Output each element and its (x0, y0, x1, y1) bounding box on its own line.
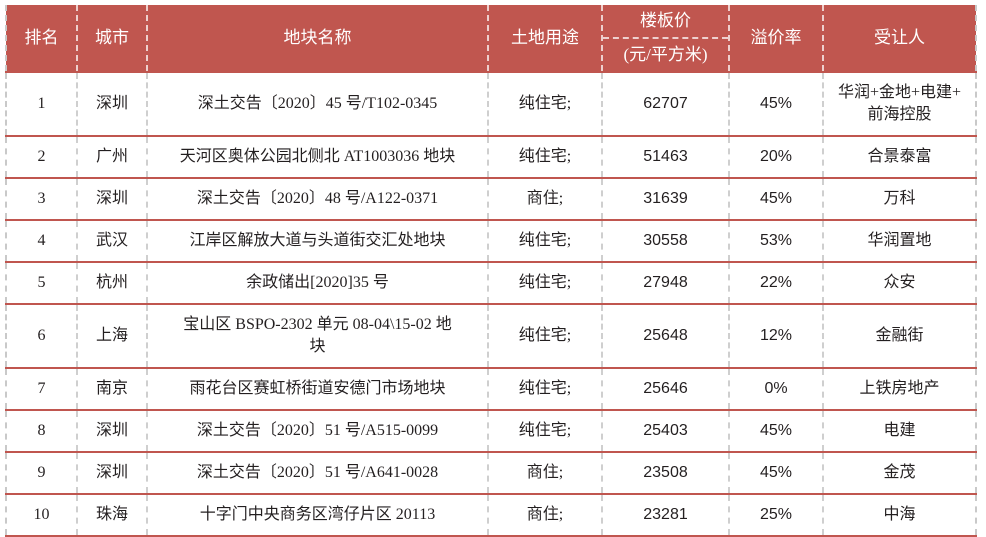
table-row: 7 南京 雨花台区赛虹桥街道安德门市场地块 纯住宅; 25646 0% 上铁房地产 (6, 367, 976, 410)
cell-premium-rate: 45% (728, 451, 824, 494)
table-row: 2 广州 天河区奥体公园北侧北 AT1003036 地块 纯住宅; 51463 20% 合景… (6, 135, 976, 178)
cell-floor-price: 30558 (601, 219, 730, 262)
cell-premium-rate: 45% (728, 177, 824, 220)
table-row: 8 深圳 深土交告〔2020〕51 号/A515-0099 纯住宅; 25403 45% 电… (6, 409, 976, 452)
cell-premium-rate: 45% (728, 409, 824, 452)
table-row: 6 上海 宝山区 BSPO-2302 单元 08-04\15-02 地 块纯住宅; 2… (6, 303, 976, 368)
cell-floor-price: 25646 (601, 367, 730, 410)
column-header-buyer: 受让人 (822, 5, 976, 72)
cell-premium-rate: 22% (728, 261, 824, 304)
cell-city: 珠海 (76, 493, 148, 537)
cell-parcel-name: 深土交告〔2020〕51 号/A515-0099 (146, 409, 489, 452)
cell-floor-price: 62707 (601, 71, 730, 136)
cell-land-use: 商住; (487, 177, 603, 220)
cell-buyer: 金茂 (822, 451, 976, 494)
cell-land-use: 商住; (487, 451, 603, 494)
column-header-floor-price-title: 楼板价 (603, 5, 728, 39)
column-header-premium-rate: 溢价率 (728, 5, 824, 72)
cell-floor-price: 25648 (601, 303, 730, 368)
cell-city: 南京 (76, 367, 148, 410)
cell-land-use: 纯住宅; (487, 135, 603, 178)
cell-land-use: 纯住宅; (487, 219, 603, 262)
cell-city: 深圳 (76, 409, 148, 452)
table-row: 4 武汉 江岸区解放大道与头道街交汇处地块 纯住宅; 30558 53% 华润置地 (6, 219, 976, 262)
cell-floor-price: 27948 (601, 261, 730, 304)
cell-buyer: 金融街 (822, 303, 976, 368)
cell-floor-price: 51463 (601, 135, 730, 178)
column-header-floor-price-unit: (元/平方米) (623, 45, 708, 65)
cell-floor-price: 25403 (601, 409, 730, 452)
table-header: 排名 城市 地块名称 土地用途 楼板价 (元/平方米) 溢价率 受让人 (6, 5, 976, 72)
cell-rank: 9 (6, 451, 78, 494)
table-row: 1 深圳 深土交告〔2020〕45 号/T102-0345 纯住宅; 62707 45% 华… (6, 71, 976, 136)
cell-floor-price: 31639 (601, 177, 730, 220)
cell-land-use: 商住; (487, 493, 603, 537)
cell-parcel-name: 深土交告〔2020〕45 号/T102-0345 (146, 71, 489, 136)
column-header-city: 城市 (76, 5, 148, 72)
cell-premium-rate: 12% (728, 303, 824, 368)
cell-buyer: 电建 (822, 409, 976, 452)
cell-floor-price: 23281 (601, 493, 730, 537)
cell-city: 深圳 (76, 451, 148, 494)
cell-parcel-name: 十字门中央商务区湾仔片区 20113 (146, 493, 489, 537)
cell-rank: 7 (6, 367, 78, 410)
cell-rank: 4 (6, 219, 78, 262)
table-body: 1 深圳 深土交告〔2020〕45 号/T102-0345 纯住宅; 62707 45% 华… (6, 71, 976, 537)
cell-rank: 3 (6, 177, 78, 220)
cell-city: 深圳 (76, 177, 148, 220)
cell-premium-rate: 0% (728, 367, 824, 410)
cell-city: 武汉 (76, 219, 148, 262)
cell-rank: 8 (6, 409, 78, 452)
table-row: 5 杭州 余政储出[2020]35 号纯住宅; 27948 22% 众安 (6, 261, 976, 304)
cell-city: 深圳 (76, 71, 148, 136)
table-row: 9 深圳 深土交告〔2020〕51 号/A641-0028 商住; 23508 45% 金茂 (6, 451, 976, 494)
cell-parcel-name: 天河区奥体公园北侧北 AT1003036 地块 (146, 135, 489, 178)
cell-land-use: 纯住宅; (487, 367, 603, 410)
cell-parcel-name: 深土交告〔2020〕51 号/A641-0028 (146, 451, 489, 494)
cell-parcel-name: 雨花台区赛虹桥街道安德门市场地块 (146, 367, 489, 410)
cell-buyer: 合景泰富 (822, 135, 976, 178)
cell-land-use: 纯住宅; (487, 303, 603, 368)
cell-premium-rate: 20% (728, 135, 824, 178)
cell-city: 上海 (76, 303, 148, 368)
cell-rank: 2 (6, 135, 78, 178)
cell-buyer: 中海 (822, 493, 976, 537)
cell-buyer: 万科 (822, 177, 976, 220)
cell-buyer: 众安 (822, 261, 976, 304)
land-transaction-table: 排名 城市 地块名称 土地用途 楼板价 (元/平方米) 溢价率 受让人 1 深圳深… (5, 5, 977, 537)
cell-rank: 1 (6, 71, 78, 136)
cell-rank: 6 (6, 303, 78, 368)
column-header-floor-price: 楼板价 (元/平方米) (601, 5, 730, 72)
column-header-parcel-name: 地块名称 (146, 5, 489, 72)
cell-land-use: 纯住宅; (487, 409, 603, 452)
column-header-land-use: 土地用途 (487, 5, 603, 72)
cell-rank: 5 (6, 261, 78, 304)
cell-premium-rate: 45% (728, 71, 824, 136)
cell-parcel-name: 宝山区 BSPO-2302 单元 08-04\15-02 地 块 (146, 303, 489, 368)
cell-city: 广州 (76, 135, 148, 178)
table-row: 10 珠海 十字门中央商务区湾仔片区 20113 商住; 23281 25% 中海 (6, 493, 976, 537)
table-row: 3 深圳 深土交告〔2020〕48 号/A122-0371 商住; 31639 45% 万科 (6, 177, 976, 220)
cell-parcel-name: 江岸区解放大道与头道街交汇处地块 (146, 219, 489, 262)
cell-floor-price: 23508 (601, 451, 730, 494)
cell-buyer: 华润+金地+电建+ 前海控股 (822, 71, 976, 136)
cell-premium-rate: 25% (728, 493, 824, 537)
cell-city: 杭州 (76, 261, 148, 304)
cell-land-use: 纯住宅; (487, 261, 603, 304)
cell-land-use: 纯住宅; (487, 71, 603, 136)
cell-parcel-name: 余政储出[2020]35 号 (146, 261, 489, 304)
cell-premium-rate: 53% (728, 219, 824, 262)
cell-buyer: 华润置地 (822, 219, 976, 262)
cell-rank: 10 (6, 493, 78, 537)
cell-parcel-name: 深土交告〔2020〕48 号/A122-0371 (146, 177, 489, 220)
land-transaction-table-container: 排名 城市 地块名称 土地用途 楼板价 (元/平方米) 溢价率 受让人 1 深圳深… (5, 5, 977, 537)
column-header-rank: 排名 (6, 5, 78, 72)
cell-buyer: 上铁房地产 (822, 367, 976, 410)
table-header-row: 排名 城市 地块名称 土地用途 楼板价 (元/平方米) 溢价率 受让人 (6, 5, 976, 72)
